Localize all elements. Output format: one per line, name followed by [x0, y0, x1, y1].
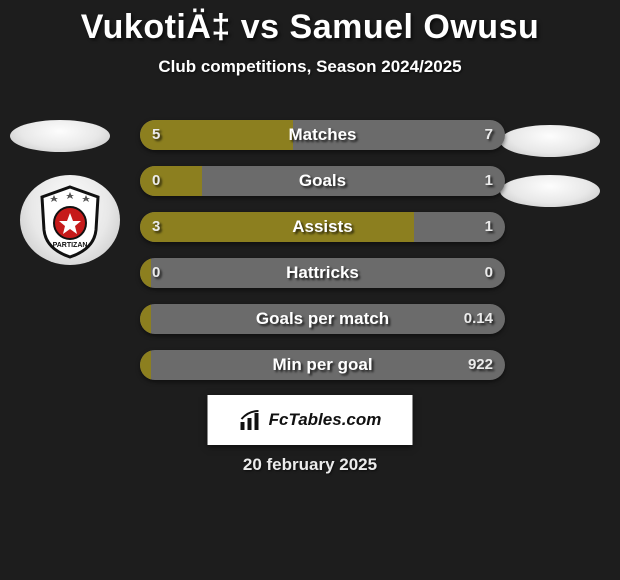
- stat-right-value: 7: [485, 120, 493, 150]
- brand-badge[interactable]: FcTables.com: [208, 395, 413, 445]
- brand-text: FcTables.com: [269, 410, 382, 430]
- player-right-club-badge: [500, 175, 600, 207]
- player-right-avatar-small: [500, 125, 600, 157]
- stat-row-matches: 5 Matches 7: [140, 120, 505, 150]
- stat-label: Min per goal: [140, 350, 505, 380]
- stat-label: Goals: [140, 166, 505, 196]
- footer-date: 20 february 2025: [0, 455, 620, 475]
- page-title: VukotiÄ‡ vs Samuel Owusu: [0, 0, 620, 47]
- stat-label: Goals per match: [140, 304, 505, 334]
- stat-row-hattricks: 0 Hattricks 0: [140, 258, 505, 288]
- stat-label: Assists: [140, 212, 505, 242]
- stat-right-value: 922: [468, 350, 493, 380]
- svg-text:PARTIZAN: PARTIZAN: [53, 242, 88, 249]
- comparison-stats: 5 Matches 7 0 Goals 1 3 Assists 1 0 Hatt…: [140, 120, 505, 396]
- subtitle: Club competitions, Season 2024/2025: [0, 57, 620, 77]
- stat-row-assists: 3 Assists 1: [140, 212, 505, 242]
- stat-label: Hattricks: [140, 258, 505, 288]
- stat-label: Matches: [140, 120, 505, 150]
- stat-row-min-per-goal: Min per goal 922: [140, 350, 505, 380]
- stat-right-value: 1: [485, 166, 493, 196]
- fctables-logo-icon: [239, 408, 263, 432]
- partizan-badge-icon: PARTIZAN: [20, 175, 120, 265]
- stat-right-value: 0.14: [464, 304, 493, 334]
- stat-right-value: 1: [485, 212, 493, 242]
- player-left-avatar-small: [10, 120, 110, 152]
- player-left-club-badge: PARTIZAN: [20, 175, 120, 265]
- stat-row-goals: 0 Goals 1: [140, 166, 505, 196]
- stat-row-goals-per-match: Goals per match 0.14: [140, 304, 505, 334]
- stat-right-value: 0: [485, 258, 493, 288]
